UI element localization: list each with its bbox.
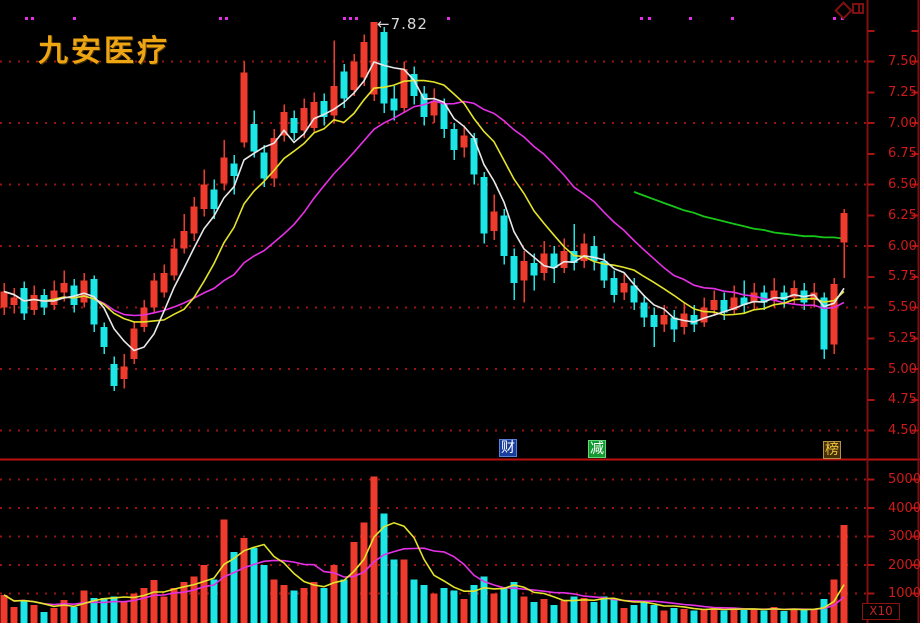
price-axis-label: 6.25 — [888, 207, 917, 223]
price-axis-label: 7.00 — [888, 115, 917, 131]
event-badge-blue[interactable]: 财 — [499, 439, 517, 457]
peak-price-annotation: ←7.82 — [377, 15, 428, 33]
price-axis-label: 5.50 — [888, 300, 917, 315]
price-axis-label: 7.50 — [888, 54, 917, 69]
event-badge-gold[interactable]: 榜 — [823, 441, 841, 459]
volume-unit-label: X10 — [862, 603, 900, 620]
volume-axis-label: 20000 — [888, 557, 920, 573]
volume-axis-label: 10000 — [888, 586, 920, 601]
volume-axis-label: 40000 — [888, 500, 920, 516]
volume-axis-label: 50000 — [888, 472, 920, 487]
price-axis-label: 7.25 — [888, 84, 917, 100]
price-axis-label: 5.00 — [888, 361, 917, 377]
price-axis-label: 6.75 — [888, 146, 917, 162]
price-axis-label: 5.25 — [888, 330, 917, 346]
price-axis-label: 4.50 — [888, 423, 917, 438]
volume-axis-label: 30000 — [888, 529, 920, 544]
price-axis-label: 6.50 — [888, 177, 917, 192]
stock-name-title: 九安医疗 — [38, 34, 170, 69]
price-axis-label: 4.75 — [888, 392, 917, 408]
price-axis-label: 6.00 — [888, 238, 917, 254]
split-screen-icon[interactable] — [852, 3, 864, 14]
price-axis-label: 5.75 — [888, 269, 917, 285]
event-badge-green[interactable]: 减 — [588, 440, 606, 458]
